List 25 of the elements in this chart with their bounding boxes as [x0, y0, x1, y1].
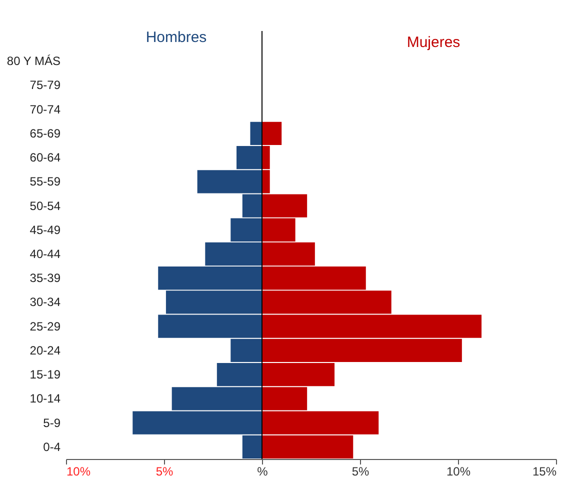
y-tick-label: 65-69 [30, 126, 61, 140]
y-tick-label: 30-34 [30, 295, 61, 310]
text: Hombres [146, 29, 207, 46]
y-tick-label: 80 Y MÁS [6, 54, 60, 68]
y-tick-label: 10-14 [30, 392, 61, 406]
y-tick-label: 40-44 [30, 247, 61, 261]
x-tick-label: 15% [532, 464, 557, 478]
y-tick-label: 25-29 [30, 319, 61, 334]
y-tick-label: 35-39 [30, 271, 61, 286]
y-tick-label: 20-24 [30, 343, 61, 358]
y-tick-label: 45-49 [30, 222, 61, 237]
y-tick-label: 15-19 [30, 368, 61, 382]
x-tick-label: 10% [446, 464, 471, 478]
y-tick-label: 50-54 [30, 198, 61, 213]
text: Mujeres [406, 34, 460, 51]
x-tick-label: 5% [352, 464, 370, 478]
y-tick-label: 70-74 [30, 102, 61, 116]
y-tick-label: 60-64 [30, 150, 61, 165]
x-tick-label: % [257, 464, 268, 478]
y-tick-label: 5-9 [43, 416, 61, 430]
y-tick-label: 0-4 [43, 440, 61, 454]
y-tick-label: 55-59 [30, 174, 61, 189]
y-tick-label: 75-79 [30, 78, 61, 92]
x-tick-label: 5% [156, 464, 174, 478]
x-tick-label: 10% [66, 464, 91, 478]
